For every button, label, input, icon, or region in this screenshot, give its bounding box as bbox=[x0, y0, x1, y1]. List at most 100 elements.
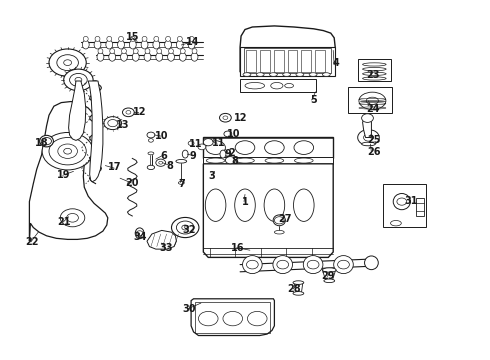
Text: 29: 29 bbox=[321, 271, 335, 282]
Ellipse shape bbox=[191, 53, 198, 61]
Ellipse shape bbox=[366, 97, 378, 104]
Ellipse shape bbox=[189, 36, 194, 41]
Text: 12: 12 bbox=[234, 113, 248, 123]
Circle shape bbox=[42, 132, 93, 170]
Circle shape bbox=[223, 116, 228, 120]
Ellipse shape bbox=[141, 40, 148, 49]
Text: 6: 6 bbox=[160, 151, 167, 161]
Ellipse shape bbox=[192, 49, 197, 54]
Text: 12: 12 bbox=[133, 107, 147, 117]
Text: 9: 9 bbox=[224, 149, 231, 159]
Circle shape bbox=[225, 157, 235, 164]
Bar bbox=[288, 50, 297, 72]
Text: 34: 34 bbox=[133, 232, 147, 242]
Ellipse shape bbox=[119, 36, 123, 41]
Ellipse shape bbox=[363, 72, 386, 76]
Ellipse shape bbox=[148, 152, 154, 155]
Text: 5: 5 bbox=[310, 95, 317, 105]
Ellipse shape bbox=[256, 73, 264, 76]
Ellipse shape bbox=[236, 158, 254, 163]
Circle shape bbox=[397, 198, 407, 205]
Ellipse shape bbox=[273, 215, 285, 226]
Text: 1: 1 bbox=[242, 197, 248, 207]
Ellipse shape bbox=[294, 158, 313, 163]
Ellipse shape bbox=[176, 40, 183, 49]
Text: 23: 23 bbox=[367, 69, 380, 80]
Circle shape bbox=[223, 311, 243, 326]
Ellipse shape bbox=[165, 40, 172, 49]
Circle shape bbox=[159, 161, 163, 164]
Ellipse shape bbox=[122, 49, 126, 54]
Ellipse shape bbox=[362, 142, 375, 146]
Polygon shape bbox=[29, 102, 108, 241]
Ellipse shape bbox=[97, 53, 104, 61]
Circle shape bbox=[126, 111, 131, 114]
Ellipse shape bbox=[243, 73, 251, 76]
Text: 21: 21 bbox=[57, 217, 71, 228]
Circle shape bbox=[57, 55, 78, 71]
Ellipse shape bbox=[365, 256, 378, 270]
Text: 30: 30 bbox=[182, 304, 196, 314]
Text: 7: 7 bbox=[178, 179, 185, 189]
Ellipse shape bbox=[206, 141, 225, 154]
Text: 9: 9 bbox=[190, 151, 196, 161]
Circle shape bbox=[60, 209, 85, 227]
Circle shape bbox=[246, 260, 258, 269]
Ellipse shape bbox=[145, 49, 150, 54]
Ellipse shape bbox=[168, 53, 174, 61]
Bar bbox=[240, 47, 335, 76]
Text: 11: 11 bbox=[212, 138, 226, 148]
Ellipse shape bbox=[270, 73, 277, 76]
Ellipse shape bbox=[206, 158, 225, 163]
Circle shape bbox=[274, 217, 284, 224]
Ellipse shape bbox=[273, 256, 293, 274]
Bar bbox=[301, 50, 311, 72]
Text: 17: 17 bbox=[108, 162, 122, 172]
Ellipse shape bbox=[156, 53, 163, 61]
Ellipse shape bbox=[178, 181, 184, 184]
Circle shape bbox=[49, 138, 86, 165]
Ellipse shape bbox=[182, 150, 188, 158]
Circle shape bbox=[64, 69, 93, 91]
Ellipse shape bbox=[393, 194, 410, 210]
Bar bbox=[383, 184, 426, 227]
Circle shape bbox=[203, 139, 213, 146]
Polygon shape bbox=[88, 81, 103, 182]
Ellipse shape bbox=[324, 279, 335, 283]
Ellipse shape bbox=[294, 141, 314, 154]
Ellipse shape bbox=[135, 228, 144, 239]
Circle shape bbox=[172, 217, 199, 238]
Bar bbox=[260, 50, 270, 72]
Ellipse shape bbox=[265, 158, 284, 163]
Bar bbox=[315, 50, 325, 72]
Ellipse shape bbox=[95, 36, 100, 41]
Ellipse shape bbox=[188, 40, 195, 49]
Ellipse shape bbox=[166, 36, 171, 41]
Circle shape bbox=[198, 144, 206, 150]
Ellipse shape bbox=[130, 36, 135, 41]
Ellipse shape bbox=[363, 68, 386, 71]
Ellipse shape bbox=[157, 49, 162, 54]
Circle shape bbox=[108, 120, 118, 127]
Text: 10: 10 bbox=[155, 131, 169, 141]
Text: 18: 18 bbox=[35, 138, 49, 148]
Ellipse shape bbox=[363, 77, 386, 80]
Ellipse shape bbox=[82, 40, 89, 49]
Ellipse shape bbox=[179, 53, 186, 61]
Ellipse shape bbox=[118, 40, 124, 49]
Text: 2: 2 bbox=[228, 148, 235, 158]
Ellipse shape bbox=[132, 53, 139, 61]
Text: 11: 11 bbox=[189, 139, 203, 149]
Circle shape bbox=[148, 139, 153, 142]
Text: 3: 3 bbox=[208, 171, 215, 181]
Ellipse shape bbox=[98, 49, 103, 54]
Ellipse shape bbox=[106, 40, 113, 49]
Text: 16: 16 bbox=[231, 243, 245, 253]
Circle shape bbox=[156, 159, 166, 166]
Ellipse shape bbox=[283, 73, 291, 76]
Ellipse shape bbox=[153, 40, 160, 49]
Ellipse shape bbox=[205, 189, 226, 221]
Circle shape bbox=[147, 132, 155, 138]
Text: 8: 8 bbox=[232, 156, 239, 166]
Polygon shape bbox=[203, 164, 333, 257]
